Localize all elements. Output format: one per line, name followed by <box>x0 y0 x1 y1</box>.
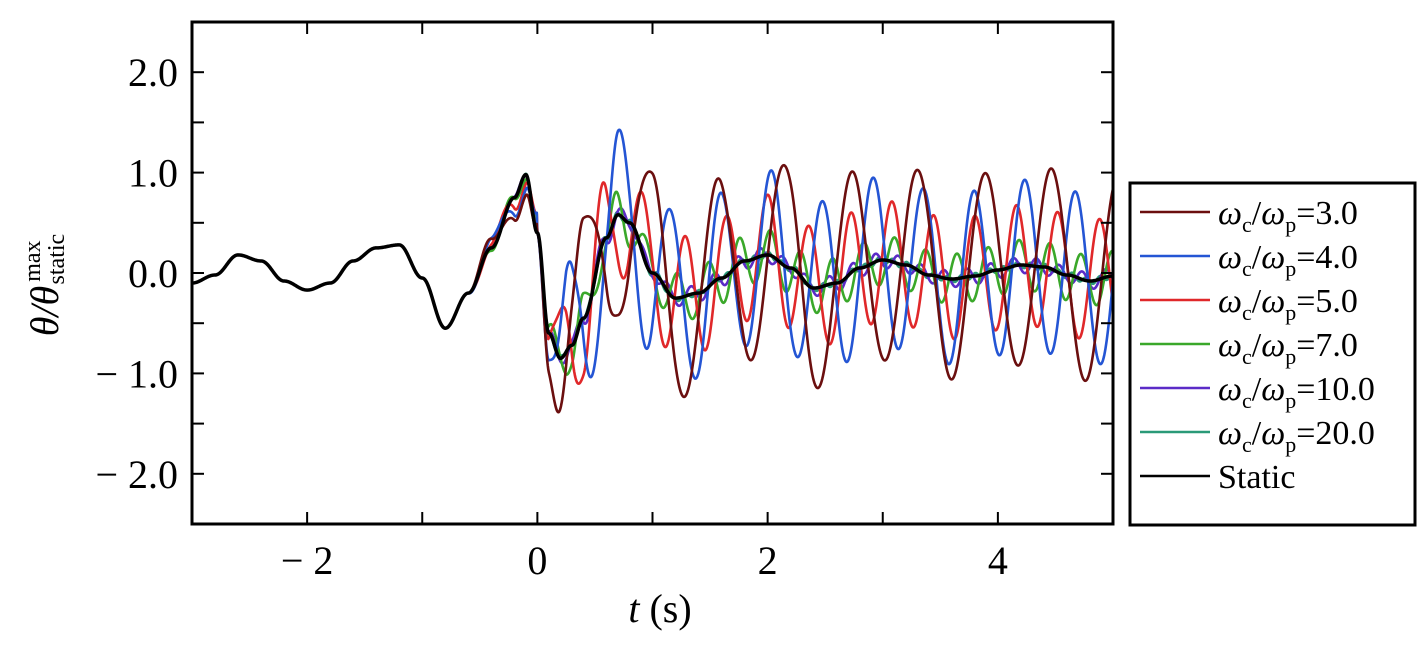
x-tick-label: 2 <box>758 538 778 583</box>
tick-labels: − 2 0 2 4 2.0 1.0 0.0 − 1.0 − 2.0 <box>95 50 1007 583</box>
y-tick-label: 2.0 <box>128 50 178 95</box>
legend-label: ωc/ωp=20.0 <box>1218 415 1375 457</box>
x-axis-unit: (s) <box>639 586 691 631</box>
svg-text:θ/θmaxstatic: θ/θ maxstatic <box>20 234 70 336</box>
y-tick-label: − 2.0 <box>95 452 178 497</box>
y-tick-label: 0.0 <box>128 251 178 296</box>
y-tick-label: 1.0 <box>128 151 178 196</box>
y-axis-sup: max <box>20 240 46 281</box>
legend-label: ωc/ωp=10.0 <box>1218 371 1375 413</box>
series-lines <box>192 128 1113 414</box>
legend-label: ωc/ωp=3.0 <box>1218 195 1358 237</box>
legend-label: Static <box>1218 459 1295 496</box>
y-axis-sub: static <box>44 234 70 285</box>
legend: ωc/ωp=3.0ωc/ωp=4.0ωc/ωp=5.0ωc/ωp=7.0ωc/ω… <box>1140 195 1375 496</box>
legend-label: ωc/ωp=4.0 <box>1218 239 1358 281</box>
series-line-ratio-3-0 <box>192 163 1113 414</box>
x-tick-label: 4 <box>988 538 1008 583</box>
series-line-static <box>192 172 1113 361</box>
legend-label: ωc/ωp=7.0 <box>1218 327 1358 369</box>
legend-box <box>1128 181 1417 527</box>
y-axis-label: θ/θ maxstatic <box>20 234 70 336</box>
y-axis-main: θ/θ <box>22 286 67 336</box>
x-axis-var: t <box>628 586 640 631</box>
axis-ticks <box>191 21 1114 525</box>
legend-label: ωc/ωp=5.0 <box>1218 283 1358 325</box>
y-tick-label: − 1.0 <box>95 351 178 396</box>
x-tick-label: 0 <box>527 538 547 583</box>
x-tick-label: − 2 <box>281 538 334 583</box>
x-axis-label: t (s) <box>628 586 691 631</box>
